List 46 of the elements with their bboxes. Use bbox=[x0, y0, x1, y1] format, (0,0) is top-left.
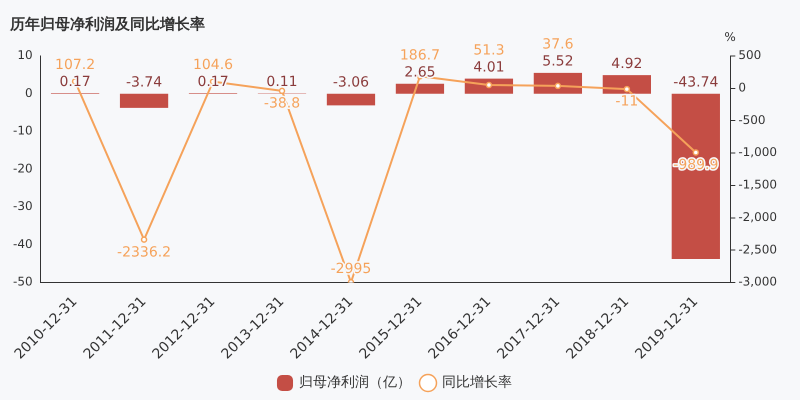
bar bbox=[326, 94, 376, 106]
point bbox=[278, 88, 286, 94]
y2-tick-label: -2,000 bbox=[738, 210, 778, 224]
data-label: -2336.2 bbox=[117, 244, 172, 260]
legend-label: 归母净利润（亿） bbox=[299, 374, 411, 391]
point bbox=[692, 149, 700, 156]
bar bbox=[120, 94, 168, 108]
y2-tick-label: 500 bbox=[738, 48, 762, 62]
y2-tick-label: -3,000 bbox=[738, 274, 778, 289]
bar bbox=[396, 84, 444, 94]
data-label: -989.9 bbox=[673, 157, 718, 174]
legend-label: 同比增长率 bbox=[442, 374, 512, 391]
data-label: 104.6 bbox=[192, 56, 234, 73]
y-tick-label: 0 bbox=[24, 86, 33, 100]
data-label: 5.52 bbox=[542, 54, 574, 70]
bar bbox=[672, 94, 720, 259]
data-label: -3.74 bbox=[126, 74, 162, 90]
point bbox=[624, 86, 630, 92]
data-label: 186.7 bbox=[400, 47, 440, 64]
y-tick-label: -40 bbox=[12, 236, 33, 251]
data-label: 37.6 bbox=[542, 36, 574, 53]
y-tick-label: -10 bbox=[12, 124, 33, 138]
data-label: 51.3 bbox=[473, 42, 504, 58]
y2-tick-label: 0 bbox=[738, 80, 746, 94]
y2-tick-label: -500 bbox=[738, 112, 766, 127]
bar bbox=[602, 75, 651, 94]
y2-axis-title: % bbox=[724, 30, 736, 44]
data-label: 4.01 bbox=[473, 59, 504, 76]
point bbox=[486, 82, 492, 88]
y2-tick-label: -2,500 bbox=[738, 242, 778, 256]
y-tick-label: -50 bbox=[12, 274, 33, 289]
y-tick-label: -30 bbox=[12, 199, 33, 214]
data-label: -11 bbox=[615, 94, 638, 110]
y2-tick-label: -1,500 bbox=[738, 178, 778, 192]
data-label: 107.2 bbox=[55, 56, 96, 73]
data-label: 2.65 bbox=[404, 64, 436, 80]
y-tick-label: -20 bbox=[12, 161, 33, 176]
y-tick-label: 10 bbox=[17, 48, 33, 62]
data-label: 0.11 bbox=[266, 74, 298, 90]
data-label: 4.92 bbox=[611, 56, 642, 72]
point bbox=[140, 236, 148, 243]
data-label: -43.74 bbox=[673, 74, 718, 90]
chart-title: 历年归母净利润及同比增长率 bbox=[9, 14, 205, 33]
y2-tick-label: -1,000 bbox=[738, 145, 778, 160]
data-label: -3.06 bbox=[332, 74, 370, 90]
point bbox=[554, 82, 562, 90]
